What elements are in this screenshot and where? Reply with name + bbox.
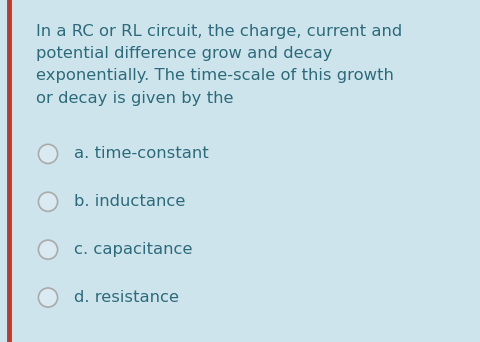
Ellipse shape: [38, 144, 58, 163]
Ellipse shape: [38, 240, 58, 259]
Ellipse shape: [38, 288, 58, 307]
Ellipse shape: [38, 192, 58, 211]
Text: b. inductance: b. inductance: [74, 194, 186, 209]
Text: c. capacitance: c. capacitance: [74, 242, 193, 257]
Text: a. time-constant: a. time-constant: [74, 146, 209, 161]
Text: In a RC or RL circuit, the charge, current and
potential difference grow and dec: In a RC or RL circuit, the charge, curre…: [36, 24, 402, 106]
Text: d. resistance: d. resistance: [74, 290, 180, 305]
